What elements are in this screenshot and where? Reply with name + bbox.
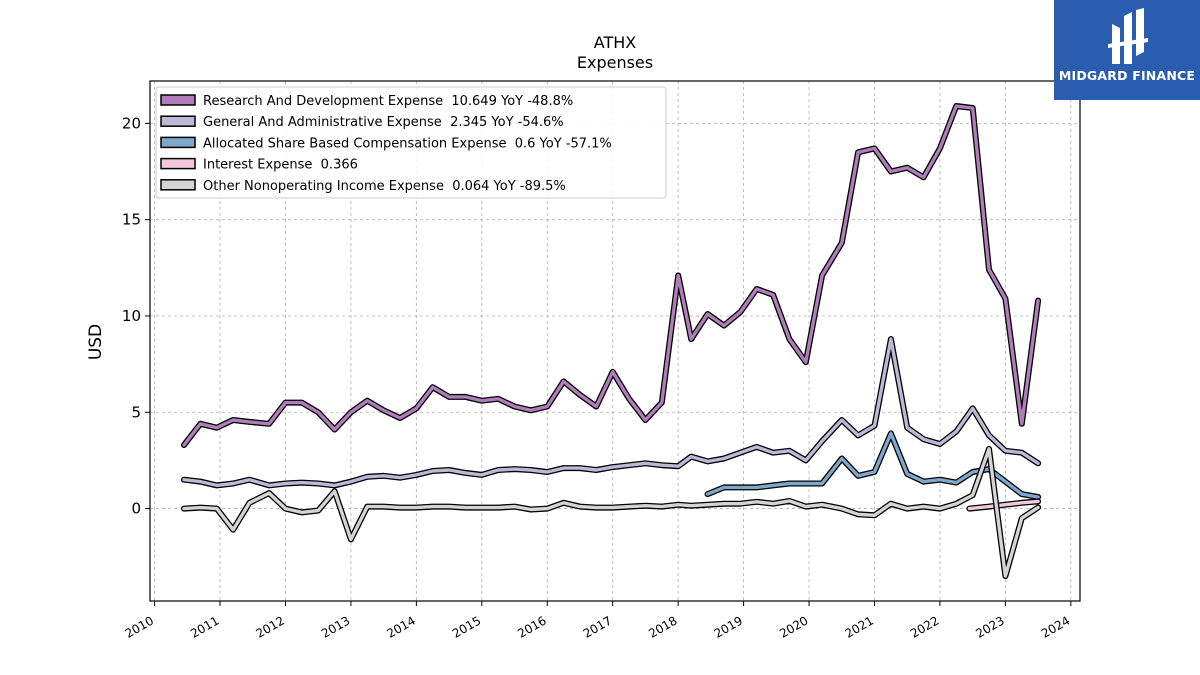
y-tick-label: 20 <box>122 114 141 132</box>
y-tick-label: 15 <box>122 211 141 229</box>
series-1 <box>181 336 1042 489</box>
legend-swatch <box>160 179 196 191</box>
legend-label: Allocated Share Based Compensation Expen… <box>203 136 612 151</box>
legend-box <box>155 86 667 199</box>
legend-swatch <box>160 136 196 149</box>
midgard-finance-logo: MIDGARD FINANCE <box>1054 0 1200 100</box>
y-tick-label: 5 <box>131 403 141 421</box>
legend-label: Interest Expense 0.366 <box>203 158 358 173</box>
x-tick-label: 2024 <box>1039 613 1072 640</box>
series-line <box>182 104 1040 447</box>
chart-title: ATHX <box>594 33 637 52</box>
x-tick-label: 2018 <box>646 613 679 640</box>
x-tick-label: 2015 <box>450 613 483 640</box>
x-tick-label: 2013 <box>319 613 352 640</box>
y-tick-label: 0 <box>131 500 141 518</box>
series-3 <box>966 498 1042 512</box>
logo-text: MIDGARD FINANCE <box>1058 68 1196 83</box>
legend-label: Other Nonoperating Income Expense 0.064 … <box>203 179 566 194</box>
legend-label: Research And Development Expense 10.649 … <box>203 94 573 109</box>
x-tick-label: 2020 <box>777 613 810 640</box>
x-tick-label: 2017 <box>581 613 614 640</box>
logo-mark-icon <box>1108 8 1148 64</box>
series-lines <box>181 103 1042 579</box>
x-tick-label: 2014 <box>384 613 417 640</box>
series-line <box>967 499 1040 511</box>
x-tick-label: 2010 <box>123 613 156 640</box>
x-tick-label: 2021 <box>843 613 876 640</box>
plot-frame <box>149 80 1081 602</box>
y-axis-label: USD <box>86 324 106 360</box>
legend: Research And Development Expense 10.649 … <box>155 86 667 199</box>
legend-swatch <box>160 157 196 170</box>
chart-subtitle: Expenses <box>577 53 653 72</box>
series-0 <box>181 103 1042 448</box>
legend-label: General And Administrative Expense 2.345… <box>203 115 564 130</box>
x-tick-label: 2016 <box>515 613 548 640</box>
x-tick-label: 2011 <box>188 613 221 640</box>
x-tick-label: 2022 <box>908 613 941 640</box>
y-tick-label: 10 <box>122 307 141 325</box>
legend-swatch <box>160 94 196 106</box>
series-line <box>182 447 1040 578</box>
x-tick-label: 2012 <box>254 613 287 640</box>
x-tick-label: 2019 <box>712 613 745 640</box>
legend-swatch <box>160 115 196 127</box>
series-line <box>182 337 1040 488</box>
series-4 <box>181 445 1042 579</box>
x-tick-label: 2023 <box>973 613 1006 640</box>
